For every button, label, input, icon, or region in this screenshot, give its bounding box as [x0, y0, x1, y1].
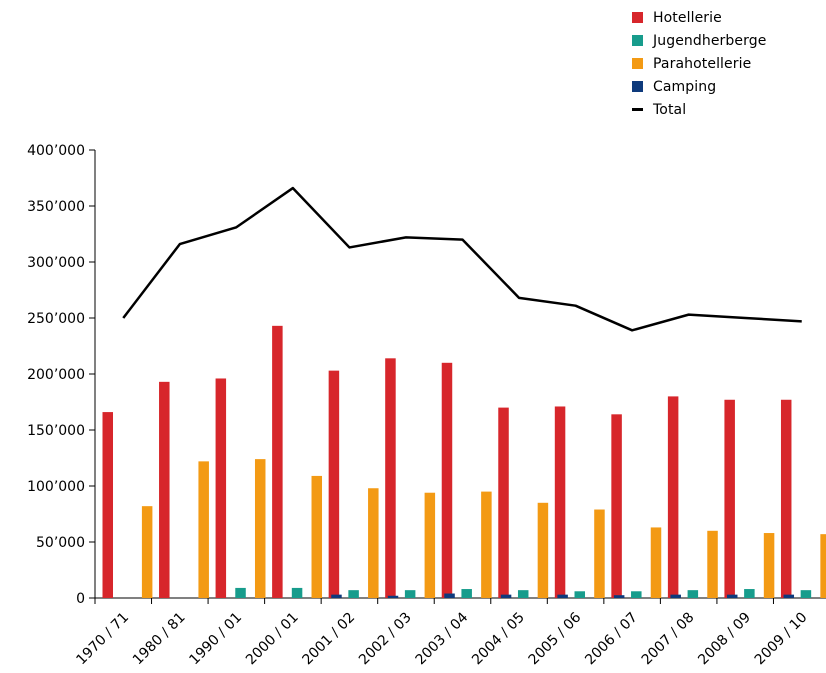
bar-parahotellerie: [311, 475, 323, 598]
bar-parahotellerie: [481, 491, 492, 598]
bar-hotellerie: [272, 325, 283, 598]
bar-parahotellerie: [820, 534, 826, 598]
bar-hotellerie: [780, 399, 792, 598]
legend-swatch-parahotellerie: [632, 58, 643, 69]
bar-parahotellerie: [141, 506, 153, 598]
bar-camping: [726, 594, 738, 598]
legend-swatch-camping: [632, 81, 643, 92]
y-tick-label: 350’000: [27, 199, 85, 215]
x-tick-label: 2000 / 01: [243, 610, 302, 669]
bar-parahotellerie: [198, 461, 209, 598]
bar-parahotellerie: [594, 509, 605, 598]
y-tick-label: 150’000: [27, 423, 85, 439]
bar-parahotellerie: [254, 459, 266, 598]
bar-parahotellerie: [707, 530, 718, 598]
x-tick-label: 2004 / 05: [469, 610, 528, 669]
bar-jugendherberge: [800, 590, 812, 598]
y-tick-label: 0: [76, 591, 85, 607]
x-tick-label: 2006 / 07: [582, 610, 641, 669]
bar-jugendherberge: [517, 590, 529, 598]
bar-jugendherberge: [404, 590, 416, 598]
bar-jugendherberge: [461, 589, 472, 598]
legend-label-total: Total: [653, 101, 687, 118]
bar-parahotellerie: [650, 527, 662, 598]
bar-camping: [331, 594, 342, 598]
x-tick-label: 2007 / 08: [639, 610, 698, 669]
bar-hotellerie: [667, 396, 679, 598]
legend-label-hotellerie: Hotellerie: [653, 9, 722, 26]
x-tick-label: 1980 / 81: [130, 610, 189, 669]
bar-hotellerie: [385, 358, 396, 598]
legend-item-camping: Camping: [632, 75, 766, 98]
legend-item-total: Total: [632, 98, 766, 121]
bar-camping: [500, 594, 512, 598]
bar-camping: [557, 594, 568, 598]
bar-camping: [670, 594, 681, 598]
legend: Hotellerie Jugendherberge Parahotellerie…: [632, 6, 766, 121]
bar-hotellerie: [159, 381, 170, 598]
bar-jugendherberge: [687, 590, 699, 598]
legend-swatch-jugendherberge: [632, 35, 643, 46]
legend-label-camping: Camping: [653, 78, 717, 95]
y-tick-label: 50’000: [36, 535, 85, 551]
bar-parahotellerie: [537, 502, 549, 598]
bar-hotellerie: [611, 414, 622, 598]
bar-jugendherberge: [631, 591, 642, 598]
y-tick-label: 400’000: [27, 143, 85, 159]
x-tick-label: 2003 / 04: [413, 609, 472, 668]
bar-hotellerie: [554, 406, 566, 598]
legend-swatch-total: [632, 108, 643, 111]
bar-hotellerie: [215, 378, 227, 598]
legend-item-hotellerie: Hotellerie: [632, 6, 766, 29]
x-tick-label: 2008 / 09: [695, 610, 754, 669]
bar-jugendherberge: [235, 587, 246, 598]
bar-jugendherberge: [574, 591, 586, 598]
bar-hotellerie: [498, 407, 509, 598]
legend-label-jugendherberge: Jugendherberge: [653, 32, 767, 49]
bar-hotellerie: [328, 370, 340, 598]
bar-camping: [613, 595, 625, 598]
y-tick-label: 200’000: [27, 367, 85, 383]
y-tick-label: 250’000: [27, 311, 85, 327]
bar-jugendherberge: [744, 589, 755, 598]
bar-camping: [387, 595, 399, 598]
bar-jugendherberge: [348, 590, 359, 598]
total-line: [122, 186, 802, 332]
bar-camping: [783, 594, 795, 598]
x-tick-label: 1990 / 01: [186, 610, 245, 669]
bar-hotellerie: [102, 412, 113, 598]
legend-item-jugendherberge: Jugendherberge: [632, 29, 766, 52]
bar-jugendherberge: [291, 587, 303, 598]
x-tick-label: 1970 / 71: [73, 610, 132, 669]
legend-swatch-hotellerie: [632, 12, 643, 23]
legend-label-parahotellerie: Parahotellerie: [653, 55, 752, 72]
x-tick-label: 2001 / 02: [300, 610, 359, 669]
bar-parahotellerie: [368, 488, 379, 598]
y-tick-label: 100’000: [27, 479, 85, 495]
bar-hotellerie: [724, 399, 735, 598]
y-tick-label: 300’000: [27, 255, 85, 271]
bar-camping: [444, 593, 455, 598]
bar-parahotellerie: [763, 533, 775, 598]
x-tick-label: 2005 / 06: [526, 609, 585, 668]
legend-item-parahotellerie: Parahotellerie: [632, 52, 766, 75]
x-tick-label: 2002 / 03: [356, 610, 415, 669]
bar-parahotellerie: [424, 492, 436, 598]
x-tick-label: 2009 / 10: [752, 610, 811, 669]
bar-hotellerie: [441, 362, 453, 598]
